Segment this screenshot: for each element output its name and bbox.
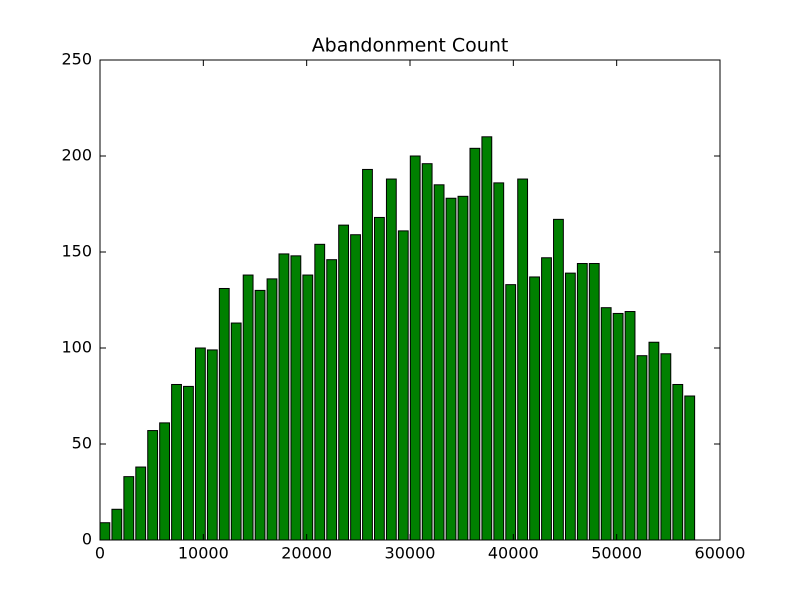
bar <box>194 347 206 541</box>
bar <box>99 522 111 541</box>
bar <box>242 274 254 541</box>
x-tick-label: 10000 <box>178 544 229 563</box>
bar <box>636 355 648 541</box>
bar <box>517 178 529 541</box>
bar <box>171 383 182 541</box>
bar <box>230 322 242 541</box>
bar <box>290 255 302 541</box>
bar <box>183 385 194 541</box>
bar <box>206 349 218 541</box>
bar <box>159 422 170 541</box>
bar <box>529 276 540 541</box>
bar <box>576 263 588 541</box>
bar <box>266 278 278 541</box>
bar <box>541 257 552 541</box>
bar <box>254 289 266 541</box>
bar <box>135 466 147 541</box>
y-tick-label: 250 <box>61 50 92 69</box>
bar <box>326 259 338 541</box>
bar <box>588 263 600 541</box>
bar <box>218 287 230 541</box>
bar <box>421 163 433 541</box>
x-tick-label: 50000 <box>591 544 642 563</box>
bar <box>612 312 624 541</box>
x-tick-label: 0 <box>95 544 105 563</box>
bar <box>469 147 481 541</box>
y-tick-label: 0 <box>82 530 92 549</box>
bar <box>684 395 696 541</box>
y-tick-label: 150 <box>61 242 92 261</box>
bar <box>385 178 397 541</box>
bar <box>397 230 409 541</box>
bar <box>493 182 505 541</box>
x-tick-label: 20000 <box>281 544 332 563</box>
bar <box>302 274 314 541</box>
bar <box>362 168 373 541</box>
bar <box>350 234 361 541</box>
bar <box>445 197 457 541</box>
plot-frame <box>99 59 721 541</box>
bar <box>457 195 469 541</box>
bar <box>660 353 672 541</box>
bar <box>564 272 576 541</box>
bar <box>433 184 445 541</box>
bar <box>314 243 326 541</box>
bar <box>278 253 290 541</box>
y-tick-label: 50 <box>72 434 92 453</box>
bar <box>111 508 123 541</box>
bar <box>374 216 385 541</box>
bar <box>409 155 421 541</box>
bar <box>338 224 350 541</box>
bar <box>553 218 564 541</box>
bar <box>648 341 660 541</box>
bar <box>147 430 159 541</box>
chart-title: Abandonment Count <box>312 35 509 57</box>
y-tick-label: 200 <box>61 146 92 165</box>
bar <box>672 383 684 541</box>
x-tick-label: 40000 <box>488 544 539 563</box>
bar <box>505 284 517 541</box>
bar <box>123 476 135 541</box>
x-tick-label: 60000 <box>695 544 746 563</box>
bar <box>624 311 636 541</box>
bar <box>481 136 493 541</box>
y-tick-label: 100 <box>61 338 92 357</box>
x-tick-label: 30000 <box>385 544 436 563</box>
bar <box>600 307 612 541</box>
